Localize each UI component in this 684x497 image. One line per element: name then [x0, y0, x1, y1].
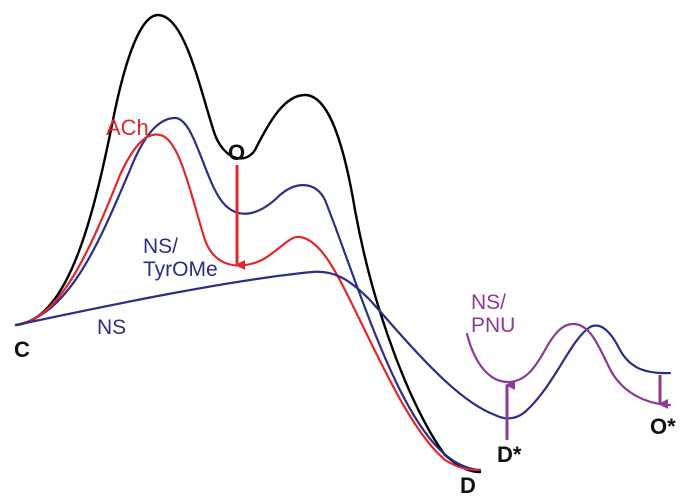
- label-ns: NS: [97, 316, 126, 339]
- black-curve: [14, 13, 482, 474]
- ach-curve: [14, 133, 480, 472]
- label-ns-pnu-line2: PNU: [471, 314, 515, 337]
- ns-pnu-curve: [465, 322, 672, 407]
- label-ns-tyrome-line2: TyrOMe: [143, 258, 218, 281]
- ns-curve: [14, 270, 672, 420]
- label-state-d-star: D*: [497, 442, 522, 467]
- label-ns-tyrome-line1: NS/: [143, 235, 178, 258]
- label-ach: ACh: [106, 115, 149, 140]
- label-state-o-star: O*: [650, 414, 676, 439]
- label-state-d: D: [460, 473, 476, 497]
- label-state-o: O: [228, 140, 245, 165]
- label-state-c: C: [14, 337, 30, 362]
- label-ns-pnu-line1: NS/: [471, 291, 506, 314]
- ns-tyrome-curve: [14, 116, 482, 472]
